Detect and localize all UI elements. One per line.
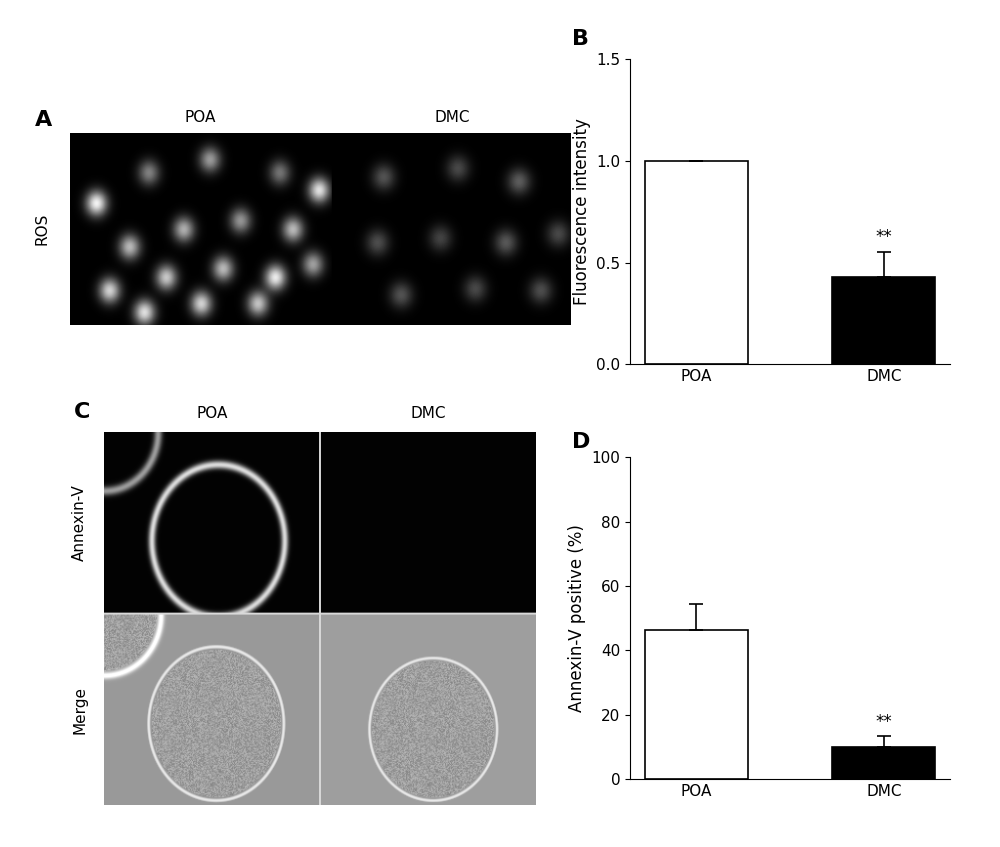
Text: Merge: Merge [72,685,87,734]
Bar [832,747,935,779]
Bar [832,277,935,364]
Text: DMC: DMC [435,110,470,125]
Text: Annexin-V: Annexin-V [72,484,87,561]
Text: C: C [74,402,91,422]
Bar [645,629,748,779]
Y-axis label: Annexin-V positive (%): Annexin-V positive (%) [568,524,586,712]
Text: **: ** [875,713,892,731]
Text: **: ** [875,229,892,246]
Text: DMC: DMC [411,406,446,421]
Text: A: A [35,110,52,130]
Text: D: D [572,432,591,451]
Bar [645,161,748,364]
Text: POA: POA [196,406,227,421]
Y-axis label: Fluorescence intensity: Fluorescence intensity [573,119,591,305]
Text: ROS: ROS [35,213,50,245]
Text: B: B [572,29,589,49]
Text: POA: POA [185,110,216,125]
